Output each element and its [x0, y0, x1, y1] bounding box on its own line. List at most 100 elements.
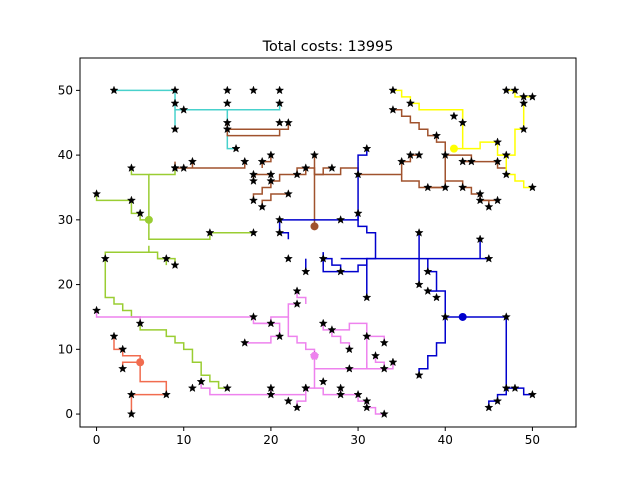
x-tick-label: 30	[350, 433, 365, 447]
customer-star	[170, 124, 180, 134]
x-tick-label: 40	[438, 433, 453, 447]
customer-star	[275, 331, 285, 341]
customer-star	[440, 312, 450, 321]
customer-star	[266, 176, 276, 185]
customer-star	[126, 409, 136, 418]
customer-star	[484, 402, 494, 412]
route-line	[130, 168, 150, 220]
y-tick-label: 20	[58, 278, 73, 292]
customer-star	[126, 389, 136, 399]
customer-star	[187, 383, 197, 393]
customer-star	[135, 318, 145, 328]
customer-star	[161, 389, 171, 399]
route-line	[313, 368, 385, 415]
customer-star	[449, 111, 459, 121]
customer-star	[109, 85, 119, 95]
customer-star	[248, 176, 258, 185]
customer-star	[231, 143, 241, 153]
customer-star	[344, 344, 354, 354]
customer-star	[266, 383, 276, 393]
customer-star	[327, 163, 337, 172]
customer-star	[248, 85, 258, 95]
facility-point	[136, 358, 145, 367]
y-tick-label: 0	[65, 407, 73, 421]
x-axis: 0 10 20 30 40 50	[93, 427, 540, 447]
customer-star	[423, 266, 433, 276]
customer-star	[475, 234, 485, 244]
customer-star	[388, 105, 398, 114]
customer-star	[318, 318, 328, 328]
customer-star	[458, 117, 468, 127]
customer-star	[405, 98, 415, 108]
route-line	[418, 258, 446, 376]
customer-star	[327, 325, 337, 334]
customer-star	[318, 376, 328, 386]
customer-star	[248, 195, 258, 205]
customers-layer	[92, 85, 537, 418]
plot-frame	[79, 57, 577, 428]
customer-star	[501, 383, 511, 393]
customer-star	[475, 195, 485, 205]
customer-star	[301, 163, 311, 172]
customer-star	[423, 182, 433, 192]
route-line	[392, 109, 446, 188]
customer-star	[100, 253, 110, 263]
customer-star	[423, 286, 433, 295]
x-tick-label: 20	[263, 433, 278, 447]
facility-point	[310, 351, 319, 360]
customer-star	[248, 228, 258, 237]
customer-star	[292, 169, 302, 179]
customer-star	[248, 312, 258, 321]
route-line	[95, 310, 281, 337]
customer-star	[179, 163, 189, 172]
facility-point	[458, 312, 467, 321]
customer-star	[92, 305, 102, 315]
customer-star	[501, 150, 511, 159]
customer-star	[527, 389, 537, 399]
customer-star	[222, 124, 232, 134]
customer-star	[388, 85, 398, 95]
facility-point	[310, 222, 319, 231]
customer-star	[179, 105, 189, 114]
customer-star	[240, 156, 250, 166]
route-line	[445, 316, 508, 408]
customer-star	[292, 402, 302, 412]
customer-star	[126, 163, 136, 172]
route-line	[261, 155, 272, 169]
customer-star	[266, 150, 276, 159]
route-line	[287, 316, 316, 356]
customer-star	[266, 318, 276, 328]
y-tick-label: 40	[58, 148, 73, 162]
route-line	[148, 219, 254, 241]
customer-star	[353, 169, 363, 179]
customer-star	[240, 338, 250, 347]
customer-star	[519, 98, 529, 108]
customer-star	[196, 376, 206, 386]
customer-star	[187, 156, 197, 166]
y-tick-label: 30	[58, 213, 73, 227]
customer-star	[493, 156, 503, 166]
x-tick-label: 0	[93, 433, 101, 447]
customer-star	[353, 208, 363, 218]
customer-star	[370, 351, 381, 360]
route-line	[506, 89, 524, 98]
customer-star	[309, 150, 320, 159]
facility-point	[144, 215, 153, 224]
customer-star	[414, 279, 424, 289]
y-axis: 0 10 20 30 40 50	[58, 83, 80, 421]
customer-star	[458, 182, 468, 192]
customer-star	[362, 331, 372, 341]
customer-star	[170, 98, 180, 108]
customer-star	[222, 117, 232, 127]
customer-star	[170, 260, 180, 270]
customer-star	[510, 383, 520, 393]
x-tick-label: 50	[525, 433, 540, 447]
route-line	[296, 291, 307, 304]
customer-star	[257, 156, 267, 166]
customer-star	[484, 253, 494, 263]
customer-star	[493, 396, 503, 405]
route-line	[226, 122, 290, 137]
customer-star	[493, 195, 503, 205]
